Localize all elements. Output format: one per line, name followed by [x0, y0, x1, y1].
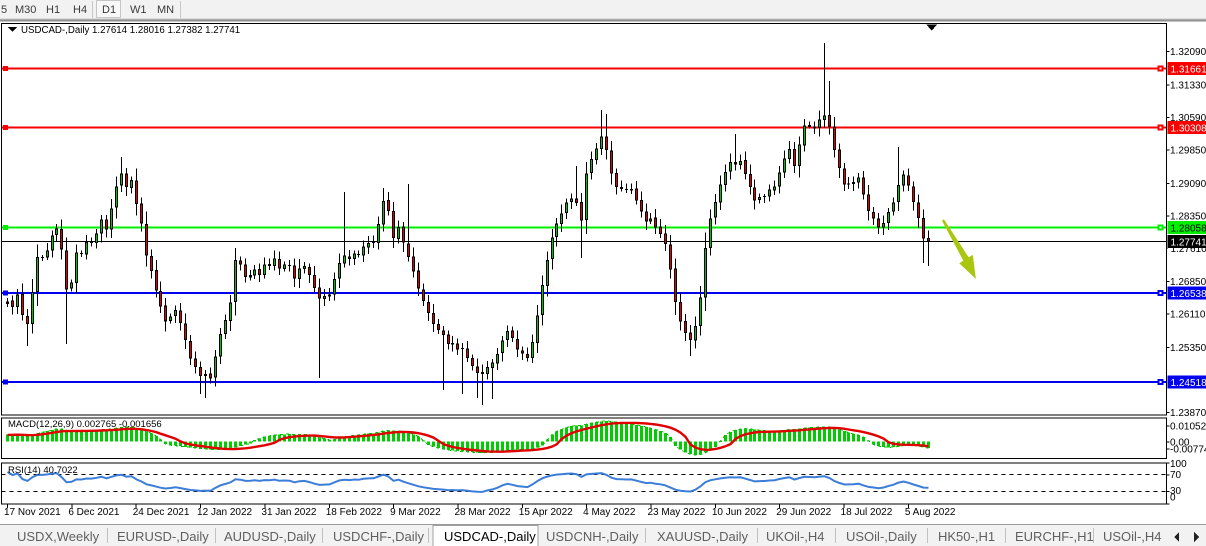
svg-text:1.31330: 1.31330	[1170, 80, 1206, 91]
svg-text:W1: W1	[130, 4, 147, 16]
svg-text:10 Jun 2022: 10 Jun 2022	[712, 507, 767, 518]
svg-text:USDCNH-,Daily: USDCNH-,Daily	[546, 529, 639, 544]
svg-text:70: 70	[1170, 470, 1182, 481]
svg-text:1.27741: 1.27741	[1171, 238, 1206, 249]
svg-text:18 Feb 2022: 18 Feb 2022	[326, 507, 383, 518]
svg-text:M30: M30	[15, 4, 36, 16]
svg-text:17 Nov 2021: 17 Nov 2021	[4, 507, 61, 518]
svg-text:RSI(14) 40.7022: RSI(14) 40.7022	[8, 465, 78, 476]
svg-text:USDCHF-,Daily: USDCHF-,Daily	[333, 529, 425, 544]
svg-text:HK50-,H1: HK50-,H1	[938, 529, 995, 544]
svg-text:1.29090: 1.29090	[1170, 179, 1206, 190]
svg-text:30: 30	[1170, 486, 1182, 497]
svg-text:1.28350: 1.28350	[1170, 211, 1206, 222]
svg-text:15 Apr 2022: 15 Apr 2022	[519, 507, 573, 518]
svg-text:0: 0	[1170, 493, 1176, 504]
svg-text:29 Jun 2022: 29 Jun 2022	[776, 507, 831, 518]
svg-text:-0.00774: -0.00774	[1170, 445, 1206, 456]
svg-text:1.26538: 1.26538	[1171, 289, 1206, 300]
svg-text:18 Jul 2022: 18 Jul 2022	[841, 507, 893, 518]
svg-text:9 Mar 2022: 9 Mar 2022	[390, 507, 441, 518]
svg-text:UKOil-,H4: UKOil-,H4	[766, 529, 825, 544]
svg-text:6 Dec 2021: 6 Dec 2021	[68, 507, 120, 518]
svg-text:USDX,Weekly: USDX,Weekly	[17, 529, 100, 544]
svg-text:28 Mar 2022: 28 Mar 2022	[454, 507, 511, 518]
svg-text:1.27610: 1.27610	[1171, 244, 1206, 255]
svg-text:1.32090: 1.32090	[1170, 47, 1206, 58]
svg-text:5 Aug 2022: 5 Aug 2022	[905, 507, 956, 518]
svg-text:1.23870: 1.23870	[1170, 408, 1206, 419]
svg-text:H1: H1	[46, 4, 60, 16]
svg-text:12 Jan 2022: 12 Jan 2022	[197, 507, 252, 518]
svg-text:1.25350: 1.25350	[1170, 343, 1206, 354]
svg-text:1.28058: 1.28058	[1171, 224, 1206, 235]
svg-text:5: 5	[1, 4, 7, 16]
svg-text:USOil-,H4: USOil-,H4	[1103, 529, 1162, 544]
svg-text:0.00: 0.00	[1170, 438, 1190, 449]
svg-text:24 Dec 2021: 24 Dec 2021	[133, 507, 190, 518]
svg-text:1.30590: 1.30590	[1170, 113, 1206, 124]
svg-text:D1: D1	[102, 4, 116, 16]
svg-text:H4: H4	[73, 4, 87, 16]
svg-text:USOil-,Daily: USOil-,Daily	[846, 529, 917, 544]
svg-text:1.24518: 1.24518	[1171, 378, 1206, 389]
svg-text:AUDUSD-,Daily: AUDUSD-,Daily	[224, 529, 316, 544]
svg-text:1.26110: 1.26110	[1170, 310, 1206, 321]
svg-text:XAUUSD-,Daily: XAUUSD-,Daily	[657, 529, 749, 544]
svg-text:1.29850: 1.29850	[1170, 145, 1206, 156]
svg-text:0.01052: 0.01052	[1170, 422, 1206, 433]
svg-text:USDCAD-,Daily: USDCAD-,Daily	[444, 529, 536, 544]
svg-text:100: 100	[1170, 459, 1187, 470]
svg-text:EURCHF-,H1: EURCHF-,H1	[1015, 529, 1094, 544]
svg-text:MACD(12,26,9) 0.002765 -0.0016: MACD(12,26,9) 0.002765 -0.001656	[8, 419, 162, 430]
svg-text:EURUSD-,Daily: EURUSD-,Daily	[117, 529, 209, 544]
svg-text:MN: MN	[157, 4, 174, 16]
svg-text:1.31661: 1.31661	[1171, 65, 1206, 76]
svg-text:1.30308: 1.30308	[1171, 124, 1206, 135]
svg-text:1.26850: 1.26850	[1170, 277, 1206, 288]
svg-text:23 May 2022: 23 May 2022	[648, 507, 706, 518]
svg-text:USDCAD-,Daily 1.27614 1.28016: USDCAD-,Daily 1.27614 1.28016 1.27382 1.…	[21, 25, 240, 36]
svg-text:4 May 2022: 4 May 2022	[583, 507, 636, 518]
svg-text:31 Jan 2022: 31 Jan 2022	[261, 507, 316, 518]
